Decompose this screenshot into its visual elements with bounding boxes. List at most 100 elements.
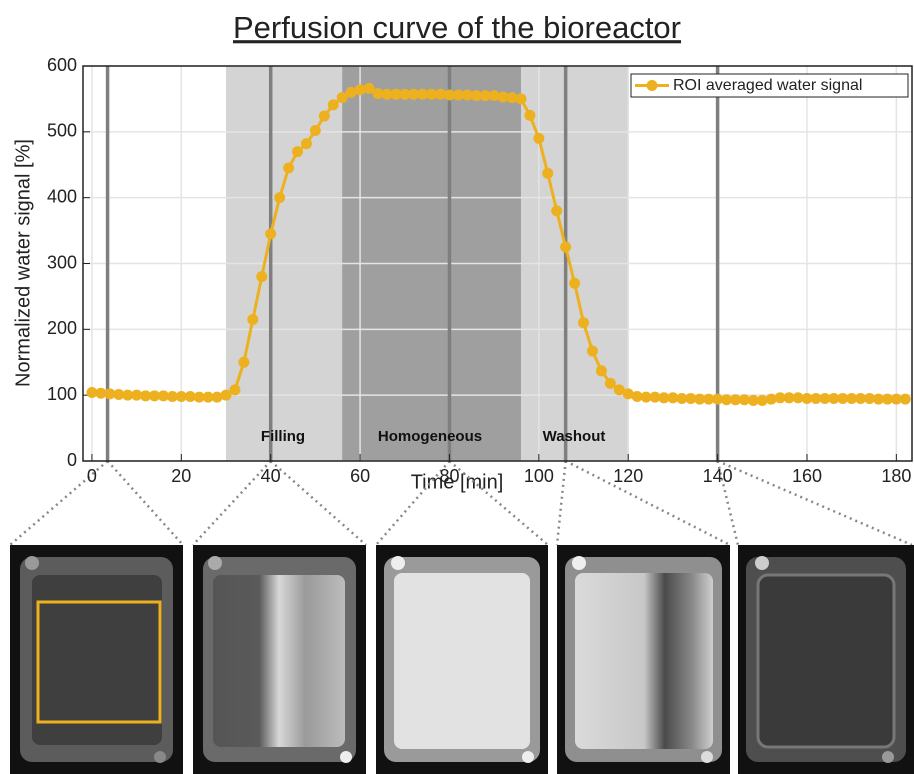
chart-title: Perfusion curve of the bioreactor	[233, 10, 681, 45]
data-point	[667, 392, 679, 404]
data-point	[131, 389, 143, 401]
y-tick-label: 0	[67, 450, 77, 470]
y-tick-label: 300	[47, 252, 77, 272]
data-point	[560, 241, 572, 253]
data-point	[828, 392, 840, 404]
data-point	[694, 393, 706, 405]
data-point	[95, 387, 107, 399]
data-point	[756, 394, 768, 406]
data-point	[184, 390, 196, 402]
data-point	[140, 390, 152, 402]
data-point	[506, 92, 518, 104]
data-point	[327, 99, 339, 111]
data-point	[899, 393, 911, 405]
connector	[565, 459, 731, 547]
data-point	[658, 392, 670, 404]
data-point	[774, 392, 786, 404]
connector	[716, 460, 740, 546]
data-point	[488, 90, 500, 102]
y-tick-label: 500	[47, 121, 77, 141]
mri-panel	[193, 545, 366, 774]
y-tick-label: 100	[47, 384, 77, 404]
data-point	[810, 392, 822, 404]
x-tick-label: 160	[792, 466, 822, 486]
data-point	[300, 138, 312, 150]
data-point	[220, 389, 232, 401]
data-point	[747, 394, 759, 406]
data-point	[479, 90, 491, 102]
data-point	[336, 92, 348, 104]
data-point	[345, 86, 357, 98]
data-point	[792, 392, 804, 404]
legend-marker	[646, 80, 658, 91]
data-point	[381, 88, 393, 100]
data-point	[515, 93, 527, 105]
data-point	[542, 167, 554, 179]
data-point	[193, 391, 205, 403]
x-tick-label: 180	[881, 466, 911, 486]
data-point	[309, 125, 321, 137]
data-point	[595, 365, 607, 377]
mri-panels	[10, 545, 914, 774]
data-point	[354, 84, 366, 96]
data-point	[363, 82, 375, 94]
mri-panel	[376, 545, 548, 774]
data-point	[524, 109, 536, 121]
data-point	[586, 345, 598, 357]
mri-panel	[738, 545, 914, 774]
data-point	[283, 162, 295, 174]
data-point	[122, 389, 134, 401]
data-point	[613, 384, 625, 396]
data-point	[435, 88, 447, 100]
x-tick-label: 20	[171, 466, 191, 486]
x-tick-label: 140	[703, 466, 733, 486]
data-point	[685, 392, 697, 404]
data-point	[113, 389, 125, 401]
phase-label: Filling	[261, 428, 305, 445]
data-point	[399, 88, 411, 100]
x-tick-label: 80	[439, 466, 459, 486]
data-point	[578, 317, 590, 329]
data-point	[551, 205, 563, 217]
data-point	[855, 392, 867, 404]
data-point	[256, 271, 268, 283]
connector	[375, 460, 451, 546]
data-point	[729, 394, 741, 406]
data-point	[104, 388, 116, 400]
data-point	[238, 356, 250, 368]
plot-area: Filling Homogeneous Washout 0 20 40 60 80 100 120…	[9, 55, 913, 547]
data-point	[497, 91, 509, 103]
data-point	[721, 394, 733, 406]
data-point	[703, 393, 715, 405]
data-point	[569, 277, 581, 289]
data-point	[864, 392, 876, 404]
data-point	[292, 146, 304, 158]
data-point	[318, 110, 330, 122]
data-point	[649, 391, 661, 403]
data-point	[86, 387, 98, 399]
data-point	[890, 393, 902, 405]
data-point	[604, 377, 616, 389]
y-tick-label: 400	[47, 186, 77, 206]
y-tick-label: 600	[47, 55, 77, 75]
data-point	[149, 390, 161, 402]
connector	[555, 460, 567, 546]
x-axis-label: Time [min]	[411, 471, 504, 493]
data-point	[229, 384, 241, 396]
data-point	[470, 90, 482, 102]
x-tick-label: 40	[261, 466, 281, 486]
data-point	[631, 390, 643, 402]
data-point	[417, 88, 429, 100]
data-point	[801, 392, 813, 404]
data-point	[640, 391, 652, 403]
x-tick-label: 120	[613, 466, 643, 486]
data-point	[837, 392, 849, 404]
data-point	[372, 88, 384, 100]
data-point	[443, 89, 455, 101]
y-tick-label: 200	[47, 318, 77, 338]
data-point	[783, 392, 795, 404]
data-point	[452, 89, 464, 101]
data-point	[461, 89, 473, 101]
data-point	[712, 393, 724, 405]
